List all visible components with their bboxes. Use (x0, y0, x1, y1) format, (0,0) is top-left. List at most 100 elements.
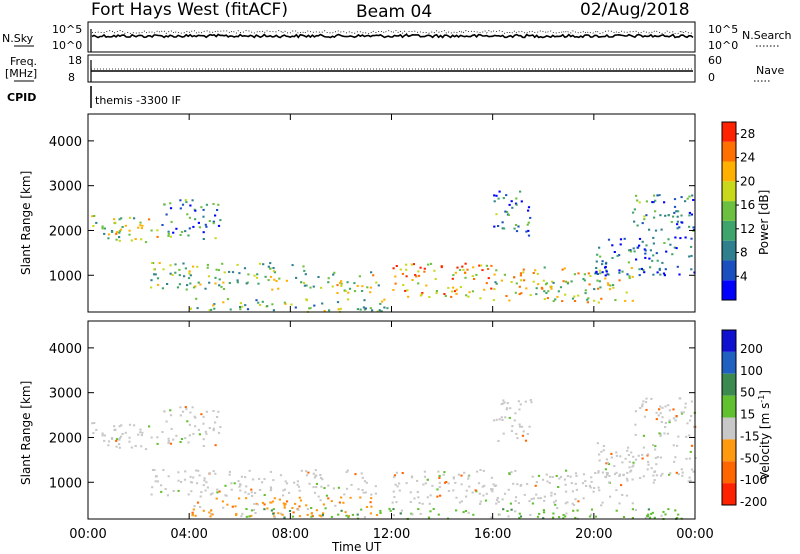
data-cell (654, 229, 658, 232)
data-cell (184, 199, 187, 202)
data-cell (531, 475, 534, 478)
data-cell (517, 502, 520, 504)
data-cell (595, 267, 598, 269)
velocity-colorbar-cell (722, 395, 736, 418)
data-cell (170, 427, 173, 430)
data-cell (369, 501, 372, 504)
data-cell (214, 444, 217, 447)
data-cell (559, 286, 563, 289)
velocity-colorbar-cell (722, 351, 736, 374)
data-cell (682, 411, 685, 414)
data-cell (675, 210, 678, 213)
data-cell (196, 501, 200, 504)
data-cell (478, 264, 481, 267)
nsearch-label: N.Search (742, 29, 792, 42)
data-cell (273, 271, 276, 274)
data-cell (597, 301, 600, 304)
data-cell (559, 475, 563, 478)
data-cell (171, 273, 174, 276)
data-cell (327, 281, 330, 284)
data-cell (552, 512, 555, 515)
data-cell (356, 513, 359, 516)
data-cell (388, 507, 391, 510)
data-cell (257, 301, 260, 304)
data-cell (537, 497, 540, 500)
data-cell (518, 423, 521, 426)
data-cell (511, 206, 514, 209)
data-cell (675, 416, 678, 419)
data-cell (593, 288, 596, 291)
data-cell (416, 479, 419, 482)
data-cell (485, 492, 488, 495)
data-cell (118, 218, 121, 221)
data-cell (174, 263, 177, 266)
data-cell (215, 497, 218, 500)
data-cell (197, 428, 200, 431)
data-cell (689, 479, 692, 482)
data-cell (659, 456, 662, 459)
data-cell (150, 493, 153, 496)
data-cell (642, 269, 645, 271)
data-cell (155, 475, 158, 478)
data-cell (643, 271, 646, 274)
data-cell (269, 262, 272, 265)
data-cell (189, 204, 192, 207)
data-cell (645, 408, 648, 411)
power-colorbar-cell (722, 201, 736, 221)
data-cell (503, 273, 506, 276)
data-cell (464, 276, 467, 279)
data-cell (645, 200, 648, 203)
data-cell (217, 224, 221, 227)
data-cell (324, 507, 327, 510)
data-cell (363, 299, 366, 302)
data-cell (493, 273, 496, 276)
data-cell (479, 297, 482, 300)
data-cell (315, 509, 318, 512)
data-cell (632, 247, 635, 250)
data-cell (95, 428, 98, 431)
data-cell (178, 274, 181, 277)
data-cell (473, 278, 476, 280)
data-cell (543, 495, 546, 498)
data-cell (369, 307, 372, 310)
data-cell (245, 508, 248, 510)
data-cell (645, 397, 648, 400)
data-cell (193, 505, 196, 508)
data-cell (522, 430, 525, 433)
data-cell (121, 433, 124, 435)
data-cell (652, 201, 655, 204)
data-cell (177, 489, 180, 492)
data-cell (128, 436, 131, 439)
data-cell (610, 452, 613, 455)
data-cell (664, 405, 667, 408)
data-cell (673, 246, 676, 249)
data-cell (184, 470, 187, 473)
data-cell (128, 440, 131, 443)
data-cell (370, 271, 373, 274)
data-cell (217, 431, 221, 434)
data-cell (211, 492, 214, 495)
data-cell (676, 215, 679, 218)
data-cell (438, 474, 441, 477)
data-cell (345, 471, 348, 474)
data-cell (284, 480, 287, 483)
data-cell (650, 512, 653, 515)
data-cell (375, 514, 379, 516)
data-cell (636, 224, 639, 227)
data-cell (269, 470, 272, 473)
data-cell (241, 512, 244, 515)
data-cell (254, 512, 257, 514)
data-cell (194, 514, 197, 517)
data-cell (668, 409, 671, 412)
data-cell (417, 282, 420, 285)
data-cell (538, 512, 541, 515)
data-cell (309, 286, 312, 289)
data-cell (162, 268, 165, 271)
data-cell (493, 288, 496, 291)
nsky-tick-top: 10^5 (52, 23, 83, 36)
data-cell (614, 299, 617, 302)
velocity-colorbar-cell (722, 373, 736, 396)
data-cell (600, 504, 603, 507)
data-cell (667, 508, 670, 511)
data-cell (118, 443, 121, 446)
